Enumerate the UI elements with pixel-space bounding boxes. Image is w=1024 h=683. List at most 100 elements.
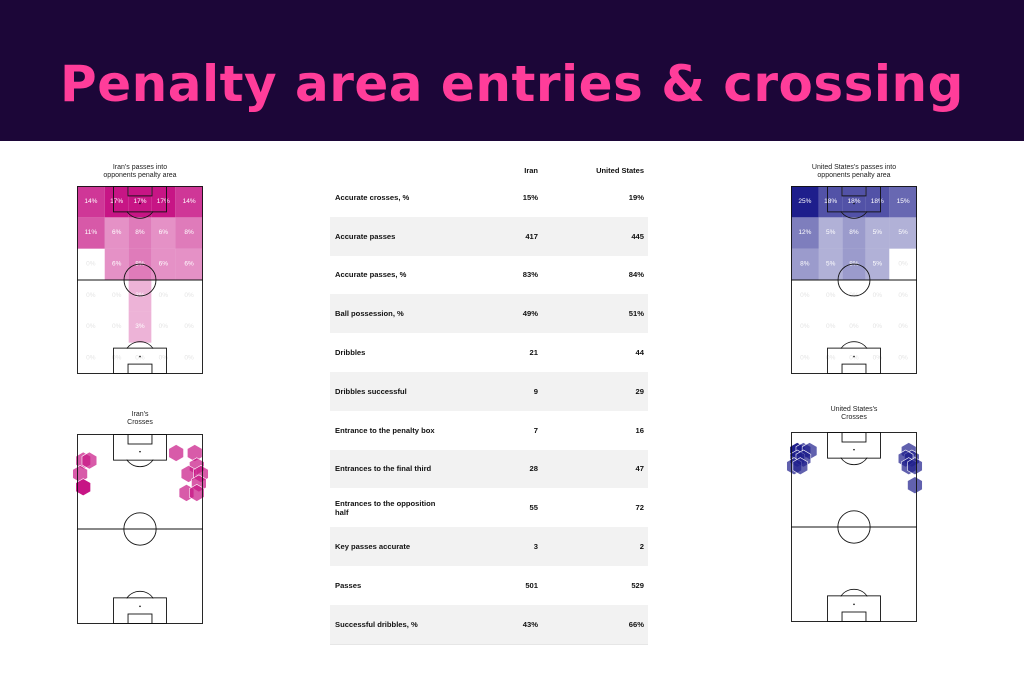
heatmap-cell-label: 0% — [112, 323, 122, 330]
heatmap-cell — [104, 186, 129, 218]
heatmap-cell-label: 0% — [873, 292, 883, 299]
heatmap-cells: 25% 18% 18% 18% 15%12% 5% 8% 5% 5%8% 5% 8% 5% 0%0% 0%… — [791, 186, 917, 361]
top-penalty-spot — [853, 448, 855, 451]
top-penalty-spot — [853, 202, 855, 205]
heatmap-cell — [175, 186, 203, 218]
pitch-lines — [791, 432, 917, 622]
iran-value: 15% — [522, 192, 538, 202]
heatmap-cell-label: 3% — [135, 292, 145, 299]
iran-value: 9 — [533, 386, 538, 396]
heatmap-cell-label: 0% — [184, 354, 194, 361]
bottom-six-yard-box — [841, 363, 867, 374]
heatmap-cell — [104, 248, 129, 280]
heatmap-cell-label: 15% — [897, 198, 910, 205]
heatmap-cell — [791, 248, 819, 280]
iran-value: 7 — [533, 425, 538, 435]
table-row: Entrances to the final third 28 47 — [330, 449, 648, 489]
table-row: Entrances to the opposition half 55 72 — [330, 488, 648, 527]
heatmap-cell-label: 0% — [112, 354, 122, 361]
row-label: Entrances to the final third — [335, 464, 432, 474]
usa-crosses-title-line1: United States's — [830, 406, 878, 413]
row-label: Entrance to the penalty box — [335, 425, 435, 435]
top-six-yard-box — [127, 434, 153, 445]
usa-value: 47 — [635, 464, 644, 474]
page-title: Penalty area entries & crossing — [60, 55, 964, 113]
heatmap-cell-label: 6% — [159, 229, 169, 236]
pitch-lines — [791, 186, 917, 374]
iran-entries-heatmap: 14% 17% 17% 17% 14%11% 6% 8% 6% 8%0% 6% 8% 6% 6%0% 0%… — [77, 186, 203, 374]
heatmap-cell-label: 0% — [898, 354, 908, 361]
cross-hexbin — [907, 457, 923, 476]
heatmap-cell-label: 0% — [135, 354, 145, 361]
iran-value: 43% — [522, 619, 538, 629]
row-label: Accurate crosses, % — [335, 192, 410, 202]
cross-hexbin — [189, 483, 205, 502]
bottom-penalty-spot — [139, 355, 141, 358]
usa-entries-title-line2: opponents penalty area — [817, 172, 891, 179]
heatmap-cell-label: 6% — [184, 260, 194, 267]
usa-value: 44 — [635, 348, 644, 358]
heatmap-cell-label: 18% — [871, 198, 884, 205]
heatmap-cell — [865, 217, 890, 249]
heatmap-cell-label: 0% — [159, 354, 169, 361]
iran-value: 28 — [529, 464, 538, 474]
usa-entries-title: United States's passes into opponents pe… — [774, 164, 934, 180]
heatmap-cell-label: 0% — [86, 323, 96, 330]
heatmap-cell-label: 14% — [84, 198, 97, 205]
heatmap-cell-label: 0% — [849, 323, 859, 330]
usa-value: 29 — [635, 386, 644, 396]
bottom-six-yard-box — [127, 363, 153, 374]
heatmap-cell — [818, 217, 843, 249]
heatmap-cell-label: 0% — [826, 354, 836, 361]
table-row: Accurate passes 417 445 — [330, 216, 648, 256]
iran-value: 3 — [533, 542, 538, 552]
heatmap-cell-label: 25% — [798, 198, 811, 205]
heatmap-cell-label: 6% — [112, 260, 122, 267]
table-header: Iran United States — [330, 162, 648, 178]
heatmap-cell-label: 0% — [86, 292, 96, 299]
heatmap-cell-label: 5% — [873, 260, 883, 267]
heatmap-cell-label: 5% — [898, 229, 908, 236]
heatmap-cell-label: 14% — [183, 198, 196, 205]
usa-value: 19% — [628, 192, 644, 202]
table-row: Successful dribbles, % 43% 66% — [330, 604, 648, 644]
usa-value: 66% — [628, 619, 644, 629]
iran-value: 21 — [529, 348, 538, 358]
heatmap-cell-label: 5% — [873, 229, 883, 236]
top-six-yard-box — [127, 186, 153, 197]
heatmap-cell-label: 3% — [135, 323, 145, 330]
heatmap-cell — [889, 186, 917, 218]
usa-crosses-title-line2: Crosses — [841, 414, 867, 421]
heatmap-cell-label: 0% — [898, 260, 908, 267]
heatmap-cell-label: 17% — [157, 198, 170, 205]
heatmap-cell — [128, 311, 152, 343]
iran-value: 55 — [529, 503, 538, 513]
top-penalty-arc — [840, 211, 868, 219]
iran-value: 49% — [522, 309, 538, 319]
heatmap-cell-label: 0% — [800, 292, 810, 299]
heatmap-cell-label: 8% — [135, 229, 145, 236]
table-body: Accurate crosses, % 15% 19% Accurate passes… — [330, 178, 648, 644]
usa-crosses-title: United States's Crosses — [774, 406, 934, 422]
heatmap-cell-label: 17% — [133, 198, 146, 205]
top-penalty-arc — [126, 459, 154, 468]
iran-entries-title: Iran's passes into opponents penalty are… — [60, 164, 220, 180]
heatmap-cell-label: 0% — [800, 354, 810, 361]
heatmap-cell-label: 8% — [184, 229, 194, 236]
heatmap-cell — [818, 248, 843, 280]
top-six-yard-box — [841, 432, 867, 443]
header-iran: Iran — [524, 166, 538, 175]
row-label: Key passes accurate — [335, 542, 411, 552]
cross-markers — [786, 442, 923, 495]
usa-entries-title-line1: United States's passes into — [811, 164, 897, 171]
heatmap-cell — [865, 186, 890, 218]
heatmap-cell — [818, 186, 843, 218]
cross-hexbin — [907, 476, 923, 495]
iran-value: 501 — [525, 580, 538, 590]
iran-crosses-map — [72, 434, 209, 624]
bottom-penalty-arc — [840, 341, 868, 349]
top-penalty-spot — [139, 202, 141, 205]
cross-hexbin — [75, 478, 91, 497]
row-label: Ball possession, % — [335, 309, 404, 319]
usa-value: 51% — [628, 309, 644, 319]
